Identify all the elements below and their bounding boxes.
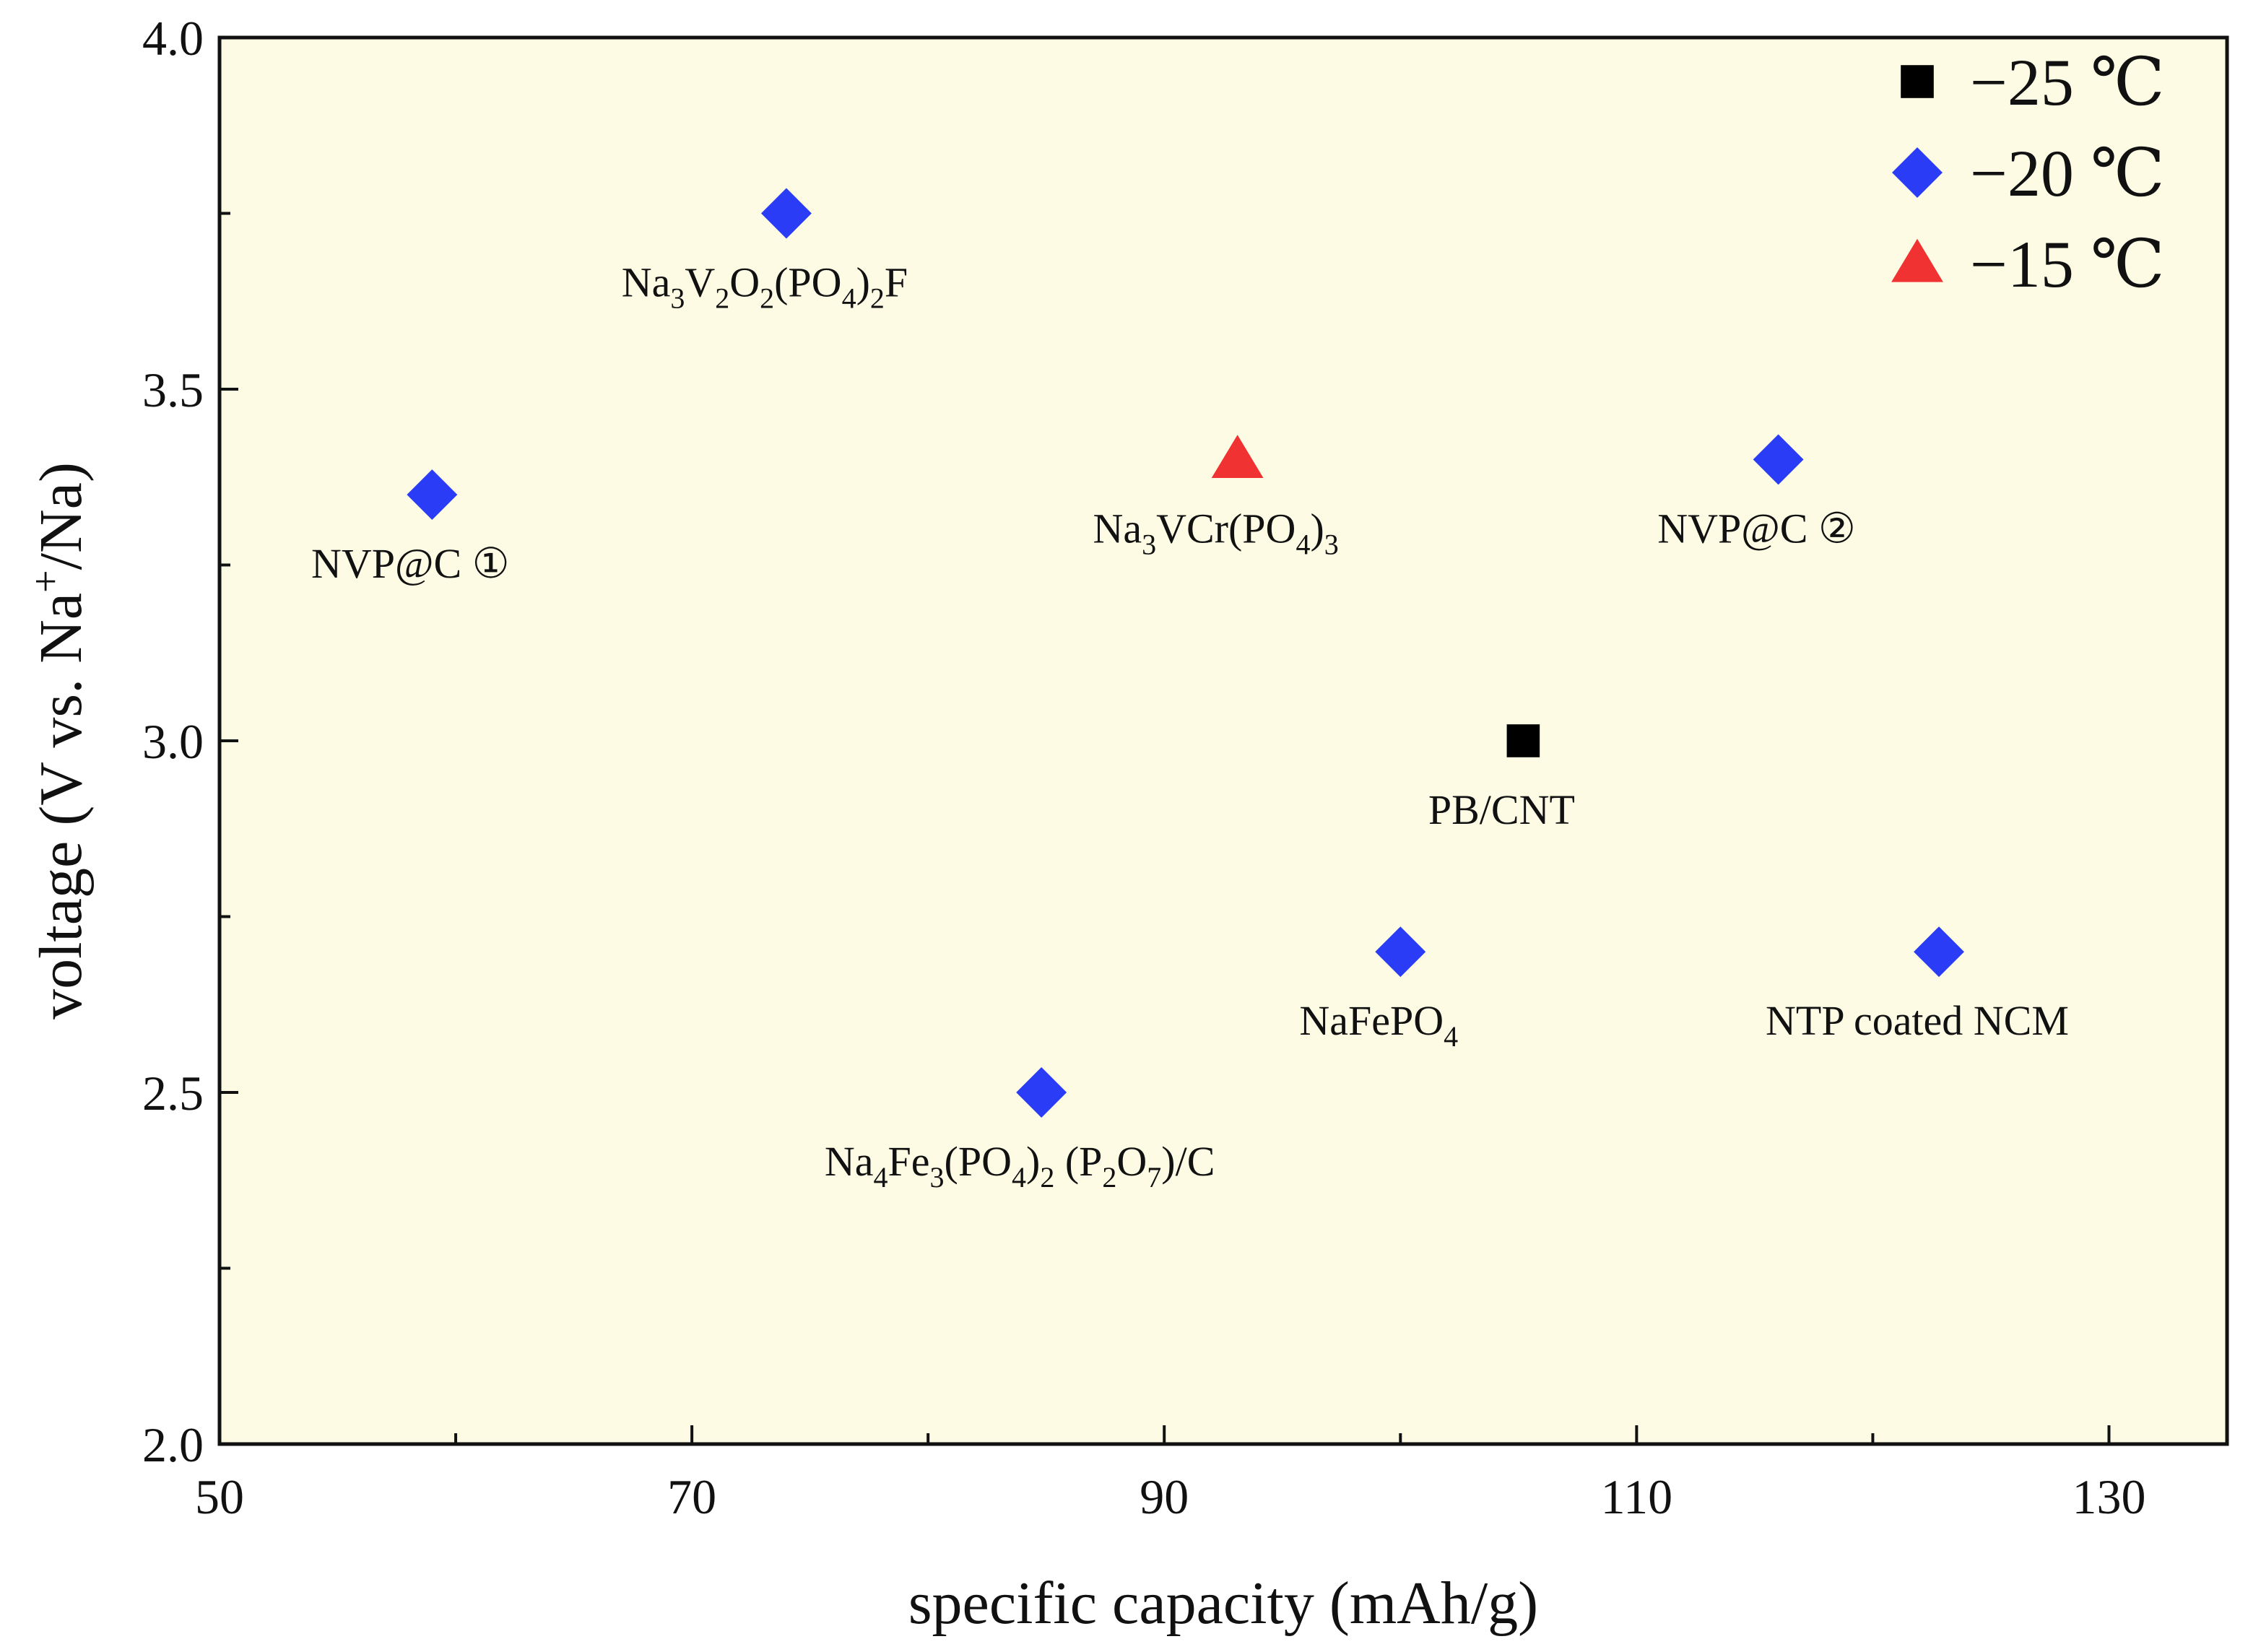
x-tick-label: 110 [1601,1469,1672,1524]
point-label: Na3V2O2(PO4)2F [622,259,908,315]
y-tick-label: 2.0 [142,1417,204,1472]
point-label-subscript: 3 [930,1161,945,1194]
point-label-subscript: 2 [870,282,885,315]
x-tick-label: 50 [195,1469,244,1524]
x-tick-label: 90 [1140,1469,1189,1524]
point-label-subscript: 2 [760,282,774,315]
data-point [1375,926,1426,978]
plot-area [220,38,2227,1444]
y-tick-label: 4.0 [142,11,204,66]
point-label-text: NaFePO [1299,997,1444,1044]
point-label: Na3VCr(PO4)3 [1093,505,1338,560]
point-label: NTP coated NCM [1766,997,2069,1044]
point-label-text: V [685,259,715,306]
data-point [1506,724,1540,757]
point-label: NVP@C ① [311,540,510,587]
data-point [760,188,812,239]
point-label-text: ) [1026,1138,1040,1185]
point-label: PB/CNT [1428,786,1575,833]
point-label-text: ) [856,259,870,306]
point-label-subscript: 4 [842,282,856,315]
point-label-text: (PO [774,259,841,306]
point-label-text: ) [1310,505,1324,552]
y-axis-title: voltage (V vs. Na+/Na) [24,462,95,1020]
plot-frame [217,35,2229,1446]
point-label-subscript: 7 [1147,1161,1161,1194]
legend-label: −25 ℃ [1970,45,2165,119]
legend: −25 ℃ −20 ℃ −15 ℃ [1891,45,2165,301]
x-axis-title: specific capacity (mAh/g) [908,1570,1538,1637]
point-label-subscript: 2 [1102,1161,1116,1194]
point-label-text: )/C [1161,1138,1215,1185]
point-label-text: F [885,259,908,306]
tick-labels: 50 70 90 110 130 2.0 2.5 3.0 3.5 4.0 [142,11,2145,1524]
y-tick-label: 3.5 [142,362,204,417]
point-label-text: O [1116,1138,1147,1185]
point-label-text: PB/CNT [1428,786,1575,833]
point-label-text: NTP coated NCM [1766,997,2069,1044]
data-point [407,469,458,521]
point-label-subscript: 3 [1324,528,1339,560]
point-label-subscript: 4 [874,1161,888,1194]
x-tick-label: 70 [667,1469,716,1524]
point-label-text: VCr(PO [1156,505,1296,552]
legend-label: −15 ℃ [1970,227,2165,301]
point-label-text: Fe [888,1138,930,1185]
legend-marker [1892,147,1943,198]
point-label: Na4Fe3(PO4)2 (P2O7)/C [825,1138,1215,1194]
point-label-subscript: 3 [670,282,685,315]
point-label: NVP@C ② [1657,505,1856,552]
point-label-text: Na [825,1138,874,1185]
y-axis-title-superscript: + [24,570,69,593]
data-point [1211,435,1264,479]
point-label-text: O [729,259,760,306]
legend-label: −20 ℃ [1970,136,2165,210]
y-tick-label: 3.0 [142,714,204,769]
y-axis-title-end: /Na) [27,462,95,570]
y-tick-label: 2.5 [142,1066,204,1121]
point-label-subscript: 4 [1012,1161,1026,1194]
point-label-subscript: 2 [715,282,729,315]
point-label: NaFePO4 [1299,997,1458,1053]
point-label-text: (P [1054,1138,1102,1185]
data-points [407,188,1964,1118]
point-label-subscript: 2 [1040,1161,1054,1194]
point-label-text: NVP@C ② [1657,505,1856,552]
point-label-text: (PO [945,1138,1012,1185]
point-label-subscript: 4 [1296,528,1310,560]
data-point [1016,1067,1067,1118]
point-label-subscript: 4 [1444,1020,1458,1053]
legend-marker [1901,65,1934,98]
point-label-text: Na [622,259,671,306]
x-tick-label: 130 [2072,1469,2145,1524]
point-label-text: NVP@C ① [311,540,510,587]
legend-marker [1891,238,1943,282]
data-point [1753,434,1804,485]
point-label-subscript: 3 [1142,528,1156,560]
point-label-text: Na [1093,505,1142,552]
y-axis-title-main: voltage (V vs. Na [27,593,95,1020]
data-point [1914,926,1964,978]
